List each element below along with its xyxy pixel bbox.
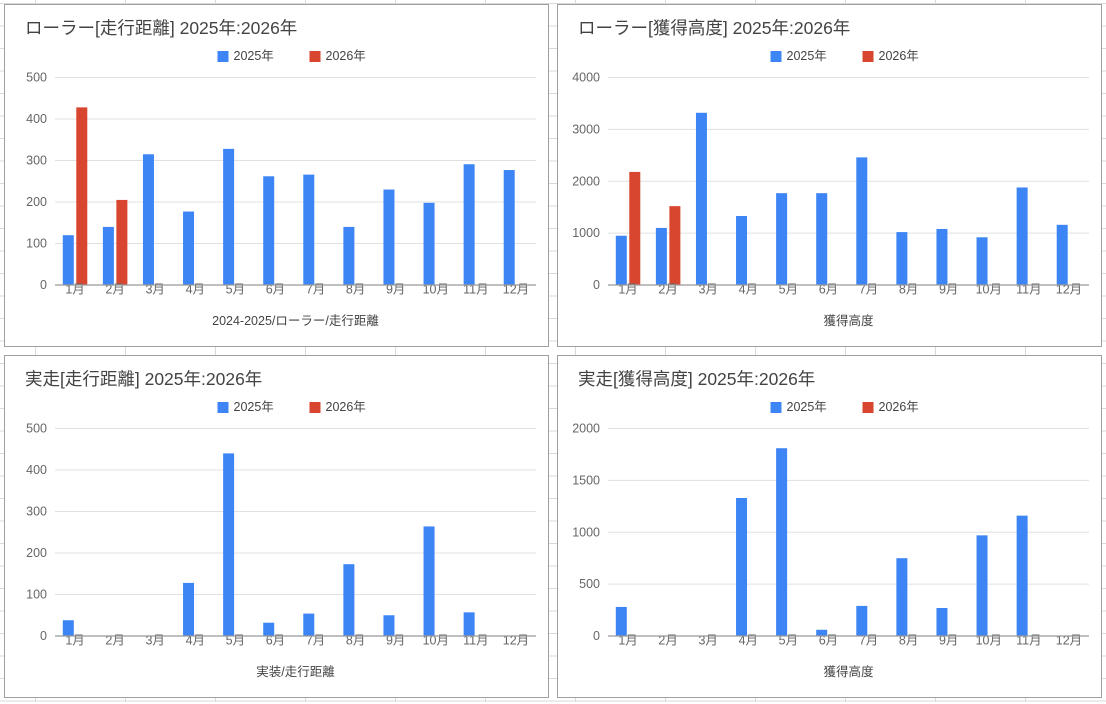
svg-text:500: 500 [26,422,47,436]
svg-text:2026年: 2026年 [879,400,919,414]
svg-text:1500: 1500 [572,473,600,487]
svg-text:2026年: 2026年 [879,49,919,63]
svg-text:2024-2025/ローラー/走行距離: 2024-2025/ローラー/走行距離 [212,314,379,328]
svg-text:2025年: 2025年 [787,49,827,63]
svg-text:0: 0 [593,278,600,292]
svg-text:ローラー[走行距離] 2025年:2026年: ローラー[走行距離] 2025年:2026年 [25,18,297,38]
svg-text:0: 0 [593,629,600,643]
svg-text:2026年: 2026年 [326,400,366,414]
svg-text:300: 300 [26,154,47,168]
svg-text:2026年: 2026年 [326,49,366,63]
svg-text:2000: 2000 [572,422,600,436]
svg-text:ローラー[獲得高度] 2025年:2026年: ローラー[獲得高度] 2025年:2026年 [578,18,850,38]
svg-text:3000: 3000 [572,122,600,136]
svg-text:2025年: 2025年 [234,49,274,63]
svg-text:0: 0 [40,629,47,643]
svg-text:実走[走行距離] 2025年:2026年: 実走[走行距離] 2025年:2026年 [25,369,262,389]
svg-text:400: 400 [26,112,47,126]
svg-text:実装/走行距離: 実装/走行距離 [256,664,335,679]
svg-text:200: 200 [26,195,47,209]
svg-text:300: 300 [26,505,47,519]
svg-text:4000: 4000 [572,71,600,85]
svg-text:1000: 1000 [572,525,600,539]
svg-text:実走[獲得高度] 2025年:2026年: 実走[獲得高度] 2025年:2026年 [578,369,815,389]
svg-text:獲得高度: 獲得高度 [823,313,874,328]
svg-text:400: 400 [26,463,47,477]
svg-text:500: 500 [26,71,47,85]
svg-text:100: 100 [26,237,47,251]
svg-text:1000: 1000 [572,226,600,240]
svg-text:500: 500 [579,577,600,591]
svg-text:0: 0 [40,278,47,292]
svg-text:100: 100 [26,588,47,602]
svg-text:2000: 2000 [572,174,600,188]
svg-text:200: 200 [26,546,47,560]
svg-text:2025年: 2025年 [234,400,274,414]
svg-text:2025年: 2025年 [787,400,827,414]
svg-text:獲得高度: 獲得高度 [823,664,874,679]
